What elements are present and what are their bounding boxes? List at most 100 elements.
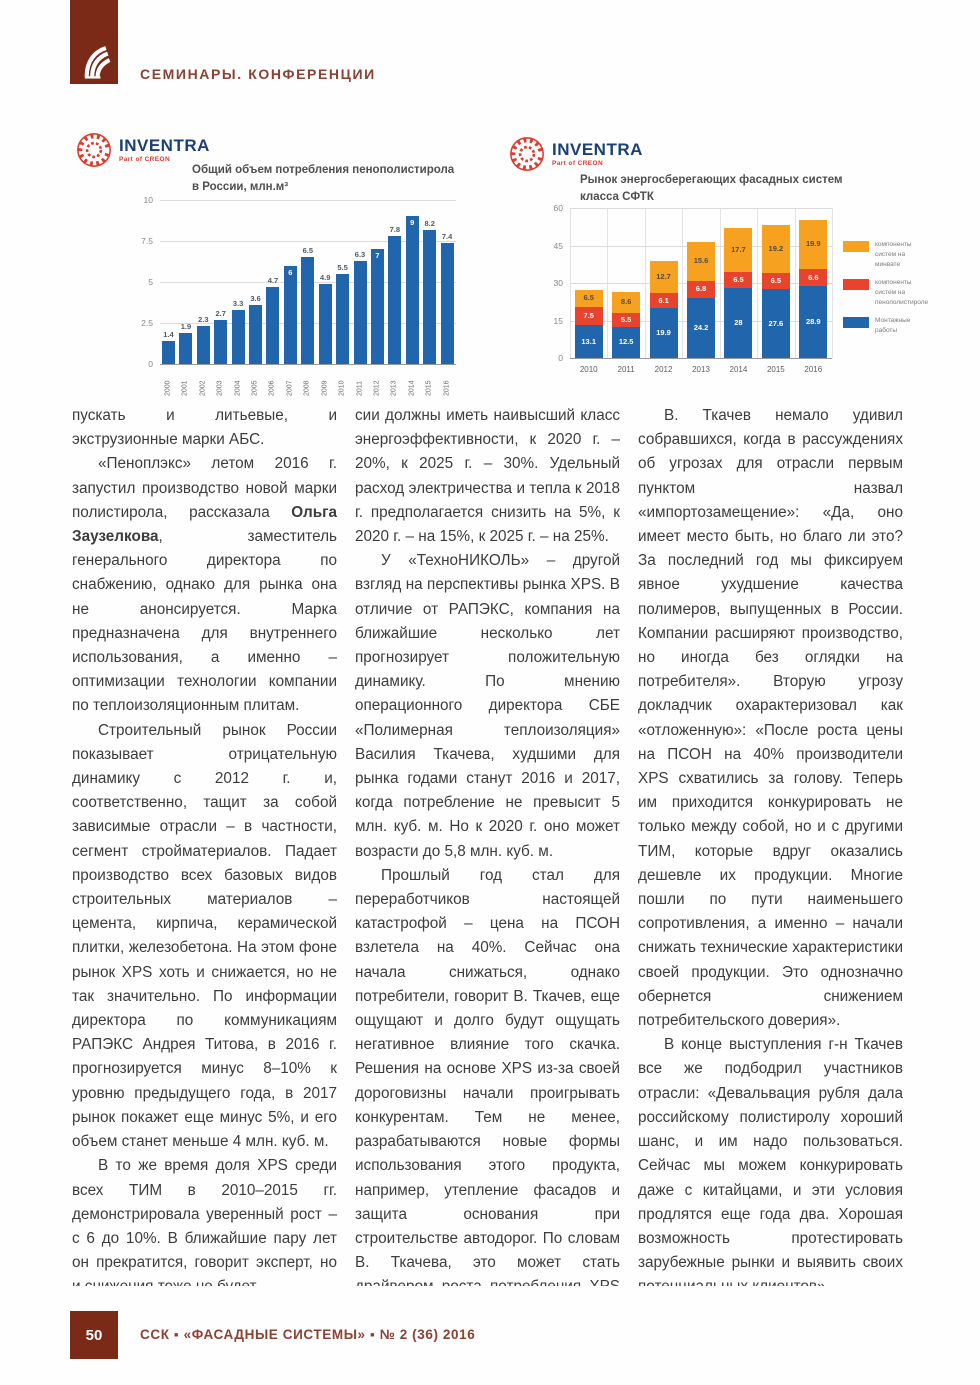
- bar-segment: [761, 272, 790, 289]
- legend-color-chip: [843, 279, 869, 291]
- legend-label-line: минвате: [875, 261, 901, 269]
- value-label: 12.5: [618, 337, 634, 347]
- bar: [231, 309, 245, 364]
- x-axis-label: 2011: [356, 380, 364, 396]
- x-axis-label: 2003: [216, 380, 224, 396]
- bar: [162, 341, 175, 364]
- paragraph-text: У «ТехноНИКОЛЬ» – другой взгляд на персп…: [355, 552, 620, 860]
- inventra-text: INVENTRA Part of CREON: [552, 136, 643, 167]
- page-number: 50: [85, 1326, 103, 1344]
- inventra-gear-icon: [77, 133, 111, 167]
- bar: [440, 242, 454, 364]
- x-axis-label: 2013: [390, 380, 398, 396]
- paragraph-text: сии должны иметь наивысший класс энергоэ…: [355, 407, 620, 546]
- x-axis-label: 2010: [579, 365, 598, 374]
- chart-legend: компоненты систем на минвате компоненты сист…: [843, 240, 938, 345]
- bar-segment: [574, 325, 603, 358]
- bar-segment: [574, 290, 603, 307]
- paragraph-text: пускать и литьевые, и экструзионные марк…: [72, 407, 337, 449]
- y-axis-label: 10: [143, 195, 153, 205]
- bar-chart-plot: 0 2.5 5 7.5 10 1.4 2000 1.9 2001 2.3 2002 2.7 2003 3.…: [141, 195, 456, 396]
- inventra-brand: INVENTRA Part of CREON: [509, 136, 643, 172]
- value-label: 1.9: [180, 321, 192, 331]
- x-axis-label: 2002: [199, 380, 207, 396]
- legend-label: компоненты систем на минвате: [875, 240, 912, 270]
- value-label: 28: [734, 318, 743, 327]
- inventra-subtitle: Part of CREON: [119, 156, 171, 163]
- value-label: 17.7: [731, 244, 746, 254]
- bar: [214, 319, 228, 364]
- legend-item: компоненты систем на минвате: [843, 240, 938, 270]
- value-label: 6.8: [695, 284, 707, 293]
- inventra-wordmark: INVENTRA: [552, 140, 643, 159]
- bar: [336, 273, 350, 364]
- value-label: 2.7: [215, 308, 226, 318]
- x-axis-label: 2006: [268, 380, 276, 396]
- gridline-vertical: [832, 208, 833, 358]
- x-axis-label: 2007: [286, 380, 294, 396]
- gridline: [160, 200, 456, 201]
- bar: [353, 260, 367, 364]
- paragraph-text: Прошлый год стал для переработчиков наст…: [355, 866, 620, 1286]
- inventra-gear-icon: [510, 137, 544, 171]
- y-axis-label: 0: [148, 359, 153, 369]
- value-label: 19.2: [768, 243, 784, 253]
- legend-label-line: систем на: [875, 251, 906, 259]
- value-label: 6.5: [583, 293, 594, 303]
- value-label: 19.9: [805, 239, 821, 249]
- paragraph: В конце выступления г-н Ткачев все же по…: [638, 1033, 903, 1286]
- value-label: 7.4: [441, 231, 453, 241]
- bar: [196, 326, 210, 364]
- bar-segment: [799, 219, 828, 270]
- legend-color-chip: [843, 317, 869, 329]
- legend-item: компоненты систем на пенополистироле: [843, 278, 938, 308]
- bar-segment: [724, 227, 753, 272]
- legend-label: Монтажные работы: [875, 316, 910, 336]
- x-axis-label: 2016: [443, 380, 451, 396]
- value-label: 4.7: [267, 275, 279, 285]
- paragraph-text: В. Ткачев немало удивил собравшихся, ког…: [638, 407, 903, 1030]
- bar-segment: [687, 241, 715, 281]
- value-label: 24.2: [693, 322, 709, 332]
- legend-label-line: компоненты: [875, 241, 912, 248]
- bar: [301, 257, 315, 364]
- chart-title: Рынок энергосберегающих фасадных систем …: [580, 174, 843, 203]
- journal-footer-line: ССК ▪ «ФАСАДНЫЕ СИСТЕМЫ» ▪ № 2 (36) 2016: [140, 1327, 476, 1342]
- bar-segment: [761, 289, 790, 358]
- value-label: 6.5: [733, 274, 744, 284]
- bar: [388, 236, 402, 364]
- value-label: 6: [288, 267, 293, 277]
- paragraph-text: В то же время доля XPS среди всех ТИМ в …: [72, 1157, 337, 1286]
- y-axis-label: 7.5: [141, 236, 153, 246]
- x-axis-label: 2012: [373, 380, 381, 396]
- x-axis-label: 2005: [251, 380, 259, 396]
- value-label: 19.9: [656, 328, 671, 338]
- text-column-3: В. Ткачев немало удивил собравшихся, ког…: [638, 404, 903, 1286]
- text-column-1: пускать и литьевые, и экструзионные марк…: [72, 404, 337, 1286]
- bar-segment: [612, 313, 641, 327]
- value-label: 6.6: [808, 272, 819, 282]
- bar: [423, 229, 437, 364]
- y-axis-label: 60: [553, 203, 563, 213]
- legend-label-line: Монтажные: [875, 317, 911, 325]
- inventra-subtitle: Part of CREON: [552, 160, 604, 167]
- chart-xps-consumption: INVENTRA Part of CREON Общий объем потре…: [72, 126, 464, 404]
- paragraph: Прошлый год стал для переработчиков наст…: [355, 864, 620, 1286]
- x-axis-label: 2000: [164, 380, 172, 396]
- value-label: 8.6: [620, 297, 632, 307]
- paragraph: «Пеноплэкс» летом 2016 г. запустил произ…: [72, 452, 337, 718]
- y-axis-label: 15: [553, 315, 563, 326]
- paragraph: Строительный рынок России показывает отр…: [72, 719, 337, 1155]
- gridline: [570, 358, 832, 359]
- chart-title: Общий объем потребления пенополистирола …: [192, 164, 455, 193]
- x-axis-label: 2008: [303, 380, 311, 396]
- bar-segment: [574, 306, 603, 326]
- y-axis-label: 30: [553, 278, 563, 288]
- x-axis-label: 2015: [766, 365, 785, 374]
- bar-segment: [649, 261, 678, 293]
- gridline: [160, 364, 456, 365]
- paragraph-text: «Пеноплэкс» летом 2016 г. запустил произ…: [72, 455, 337, 521]
- value-label: 28.9: [805, 316, 821, 326]
- value-label: 3.3: [232, 298, 244, 308]
- x-axis-label: 2014: [729, 365, 748, 374]
